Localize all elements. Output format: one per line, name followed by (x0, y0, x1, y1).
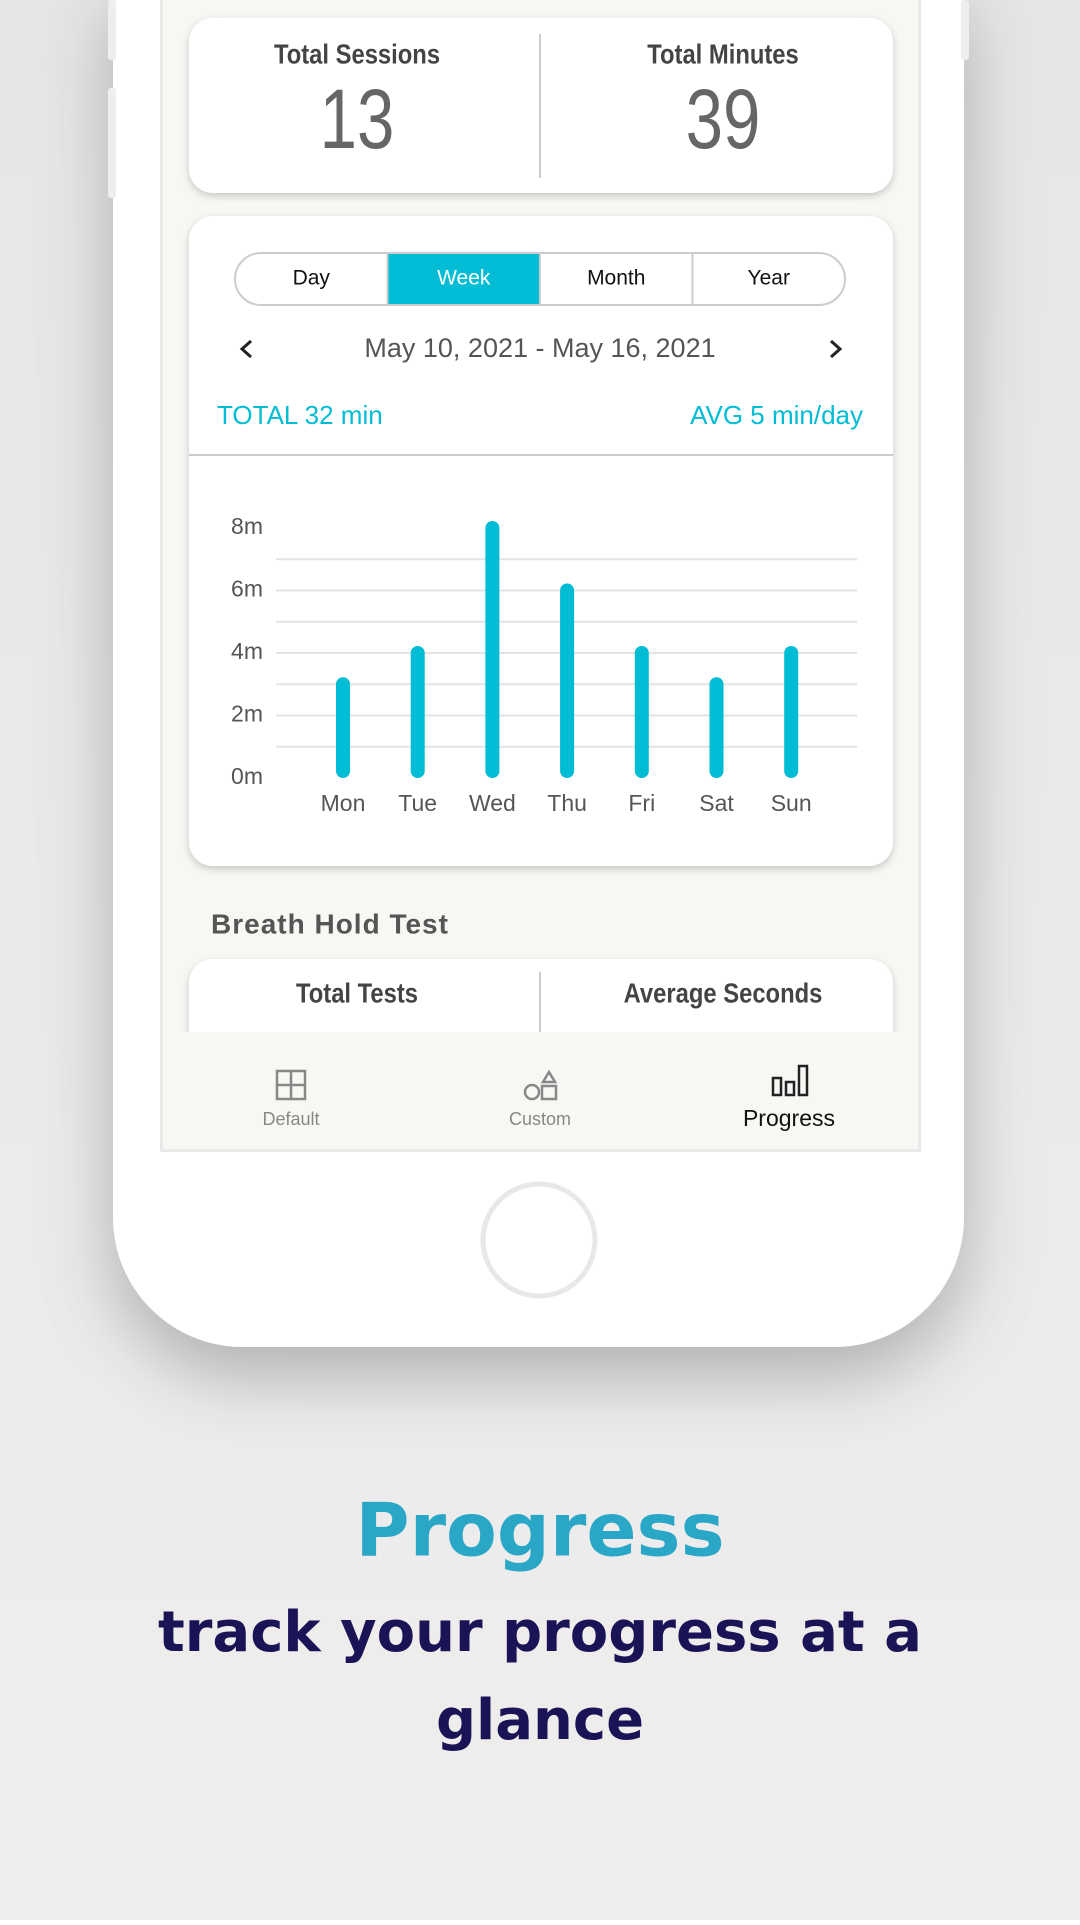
headline: Progress (355, 1488, 724, 1574)
nav-label[interactable]: Custom (509, 1109, 571, 1129)
y-tick-label: 8m (231, 513, 263, 539)
stat-label: Average Seconds (624, 977, 823, 1009)
icon-default (275, 1069, 307, 1101)
phone-button (961, 0, 969, 60)
bar (634, 646, 649, 778)
tab[interactable]: Week (437, 267, 491, 290)
tab-selected (387, 254, 540, 304)
stat-label: Total Sessions (274, 38, 440, 70)
x-tick-label: Sat (699, 790, 734, 816)
tab-bar (163, 1032, 918, 1149)
tagline: glance (436, 1688, 644, 1753)
bar (784, 646, 799, 778)
phone-button (108, 0, 116, 60)
y-tick-label: 0m (231, 763, 263, 789)
x-tick-label: Sun (771, 790, 812, 816)
nav-label[interactable]: Default (262, 1109, 319, 1129)
bar (709, 677, 724, 778)
total: TOTAL 32 min (217, 400, 383, 430)
icon-progress (771, 1064, 809, 1097)
section-title: Breath Hold Test (211, 908, 449, 939)
phone-button (108, 88, 116, 198)
bar (410, 646, 425, 778)
bar (485, 521, 500, 778)
x-tick-label: Wed (469, 790, 516, 816)
tagline: track your progress at a (158, 1600, 922, 1665)
tab[interactable]: Day (293, 267, 331, 290)
home-button[interactable] (480, 1181, 598, 1299)
bar (560, 583, 575, 778)
y-tick-label: 2m (231, 701, 263, 727)
tab[interactable]: Month (587, 267, 645, 290)
x-tick-label: Thu (547, 790, 587, 816)
tab[interactable]: Year (748, 267, 790, 290)
next-arrow[interactable] (830, 339, 843, 359)
x-tick-label: Mon (321, 790, 366, 816)
stat-label: Total Tests (296, 977, 418, 1009)
y-tick-label: 4m (231, 638, 263, 664)
stat-label: Total Minutes (647, 38, 799, 70)
prev-arrow[interactable] (239, 339, 252, 359)
nav-label[interactable]: Progress (743, 1105, 835, 1131)
x-tick-label: Tue (398, 790, 437, 816)
bar (336, 677, 350, 778)
x-tick-label: Fri (628, 790, 655, 816)
icon-custom (523, 1069, 558, 1101)
average: AVG 5 min/day (690, 400, 863, 430)
y-tick-label: 6m (231, 576, 263, 602)
date-range: May 10, 2021 - May 16, 2021 (364, 333, 715, 363)
stat-value: 13 (320, 73, 395, 167)
stat-value: 39 (686, 73, 761, 167)
